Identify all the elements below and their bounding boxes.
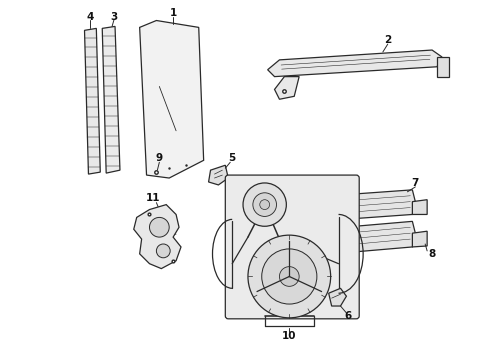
Polygon shape [341,190,416,219]
Polygon shape [329,288,346,306]
Polygon shape [413,200,427,215]
Polygon shape [437,57,449,77]
Text: 6: 6 [345,311,352,321]
Text: 2: 2 [384,35,392,45]
Circle shape [156,244,170,258]
Text: 9: 9 [156,153,163,163]
Circle shape [260,200,270,210]
Text: 8: 8 [428,249,436,259]
Text: 1: 1 [170,8,177,18]
FancyBboxPatch shape [225,175,359,319]
Text: 3: 3 [110,12,118,22]
Polygon shape [209,165,228,185]
Text: 4: 4 [87,12,94,22]
Polygon shape [341,221,416,253]
Text: 10: 10 [282,330,296,341]
Polygon shape [134,204,181,269]
Polygon shape [84,28,100,174]
Polygon shape [274,77,299,99]
Polygon shape [140,21,204,178]
Polygon shape [413,231,427,247]
Polygon shape [102,26,120,173]
Circle shape [248,235,331,318]
Circle shape [149,217,169,237]
Text: 11: 11 [146,193,161,203]
Circle shape [253,193,276,216]
Polygon shape [268,50,442,77]
Circle shape [279,267,299,286]
Circle shape [262,249,317,304]
Text: 5: 5 [228,153,236,163]
Circle shape [243,183,286,226]
Text: 7: 7 [412,178,419,188]
